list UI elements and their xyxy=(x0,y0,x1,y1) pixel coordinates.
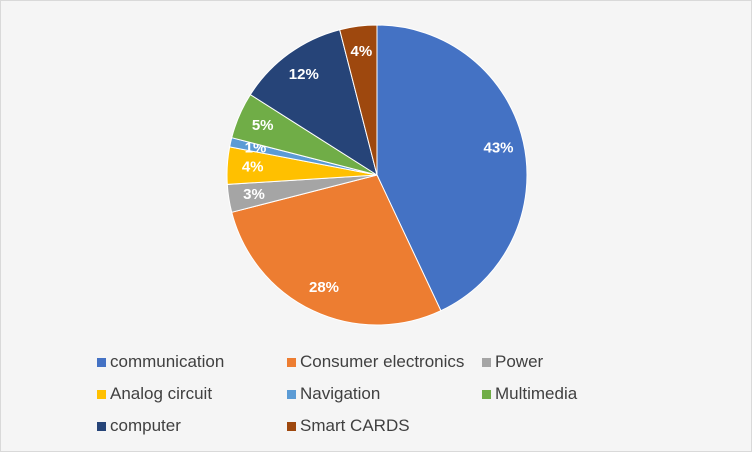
legend-label: computer xyxy=(110,416,181,435)
legend-swatch xyxy=(97,357,106,367)
pie-slice-computer xyxy=(249,29,378,177)
legend-label: Smart CARDS xyxy=(300,416,410,435)
legend-swatch xyxy=(287,421,296,431)
legend-item-smart-cards: Smart CARDS xyxy=(287,410,482,442)
legend-item-multimedia: Multimedia xyxy=(482,378,657,410)
legend-item-navigation: Navigation xyxy=(287,378,482,410)
legend-item-computer: computer xyxy=(97,410,287,442)
legend-item-communication: communication xyxy=(97,346,287,378)
legend-label: Multimedia xyxy=(495,384,578,403)
data-label-communication: 43% xyxy=(483,139,513,156)
legend-swatch xyxy=(287,389,296,399)
data-label-computer: 12% xyxy=(289,66,319,83)
data-label-analog-circuit: 4% xyxy=(242,159,264,176)
legend-swatch xyxy=(482,357,491,367)
data-label-consumer-electronics: 28% xyxy=(309,279,339,296)
legend-item-consumer-electronics: Consumer electronics xyxy=(287,346,482,378)
pie-slice-communication xyxy=(376,24,528,312)
legend-label: Consumer electronics xyxy=(300,352,465,371)
legend-label: Analog circuit xyxy=(110,384,213,403)
legend-swatch xyxy=(97,389,106,399)
legend-swatch xyxy=(287,357,296,367)
data-label-smart-cards: 4% xyxy=(351,43,373,60)
legend: communication Consumer electronics Power An… xyxy=(97,346,657,442)
legend-label: Power xyxy=(495,352,544,371)
data-label-power: 3% xyxy=(243,186,265,203)
legend-swatch xyxy=(482,389,491,399)
legend-swatch xyxy=(97,421,106,431)
pie-slice-consumer-electronics xyxy=(231,174,442,326)
legend-label: Navigation xyxy=(300,384,381,403)
pie-slice-smart-cards xyxy=(339,24,378,176)
legend-item-power: Power xyxy=(482,346,657,378)
data-label-multimedia: 5% xyxy=(252,117,274,134)
legend-item-analog-circuit: Analog circuit xyxy=(97,378,287,410)
legend-label: communication xyxy=(110,352,225,371)
